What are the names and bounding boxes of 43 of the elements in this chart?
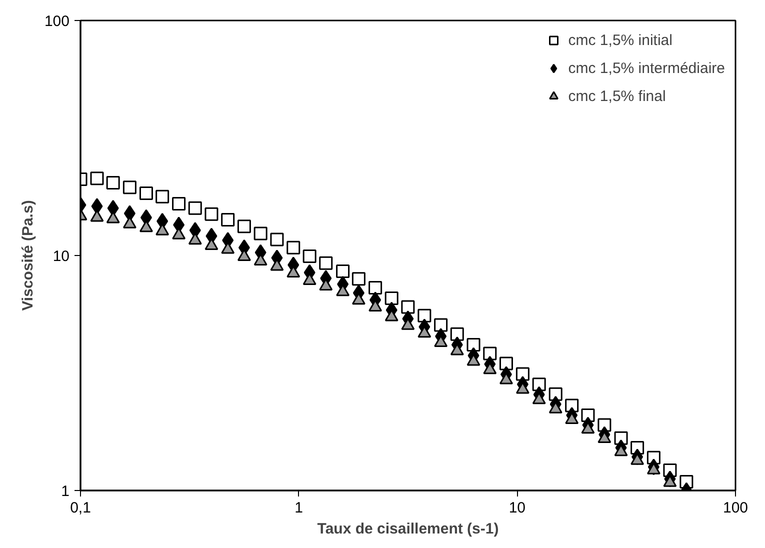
point <box>434 318 448 332</box>
point <box>646 462 660 474</box>
point <box>384 291 398 305</box>
y-axis-title: Viscosité (Pa.s) <box>19 200 36 311</box>
legend-label: cmc 1,5% intermédiaire <box>568 60 725 76</box>
point <box>302 249 316 263</box>
point <box>565 412 579 424</box>
legend-label: cmc 1,5% initial <box>568 32 672 48</box>
point <box>90 172 104 186</box>
point <box>188 201 202 215</box>
y-tick-label: 100 <box>44 13 70 30</box>
point <box>352 272 366 286</box>
point <box>319 256 333 270</box>
point <box>221 212 235 226</box>
point <box>237 220 251 234</box>
point <box>139 186 153 200</box>
point <box>172 197 186 211</box>
x-tick-label: 1 <box>294 500 304 516</box>
x-axis-title: Taux de cisaillement (s-1) <box>317 520 499 538</box>
point <box>368 281 382 295</box>
point <box>122 180 136 194</box>
point <box>516 367 530 381</box>
point <box>336 264 350 278</box>
legend-label: cmc 1,5% final <box>568 88 666 104</box>
point <box>106 176 120 190</box>
point <box>156 190 170 204</box>
point <box>499 356 513 370</box>
point <box>401 300 415 314</box>
y-tick-label: 1 <box>61 483 70 500</box>
point <box>466 338 480 352</box>
point <box>270 232 284 246</box>
point <box>286 240 300 254</box>
x-tick-label: 0,1 <box>70 500 91 516</box>
x-tick-label: 10 <box>508 500 526 516</box>
point <box>418 308 432 322</box>
y-tick-label: 10 <box>52 248 70 265</box>
point <box>483 346 497 360</box>
point <box>254 226 268 240</box>
point <box>598 431 612 443</box>
point <box>434 335 448 348</box>
x-tick-label: 100 <box>722 500 748 516</box>
point <box>450 327 464 341</box>
point <box>204 207 218 221</box>
